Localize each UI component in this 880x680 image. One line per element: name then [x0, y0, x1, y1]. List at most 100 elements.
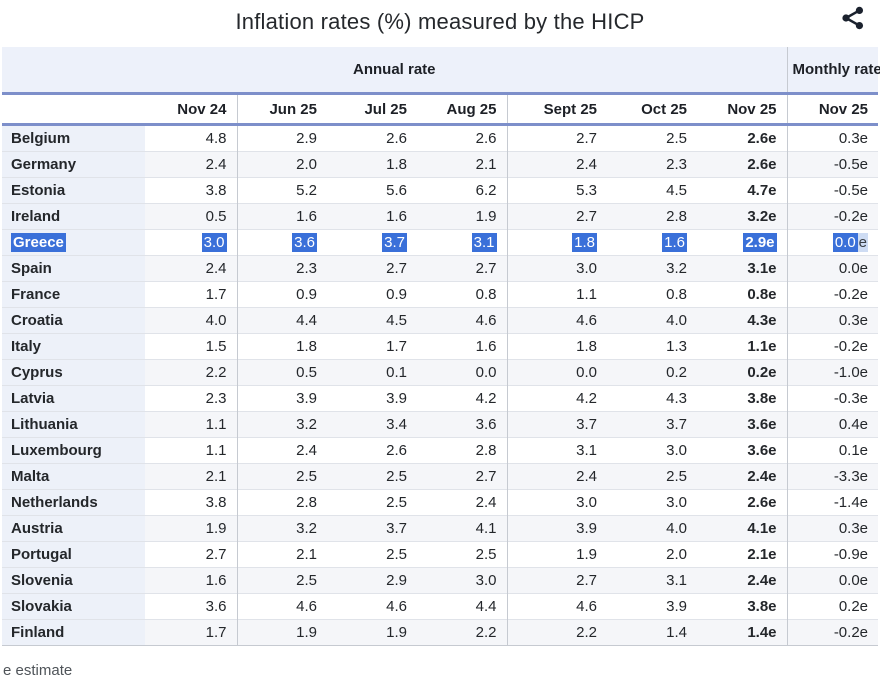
annual-value-cell: 0.5 — [145, 203, 237, 230]
annual-value-cell: 5.2 — [236, 177, 327, 204]
annual-value-cell: 2.3 — [607, 151, 697, 178]
annual-value-cell: 3.8 — [145, 489, 237, 516]
cell-value: 2.3 — [296, 260, 317, 277]
cell-value: -0.5e — [833, 182, 869, 199]
annual-value-cell: 2.2 — [506, 619, 607, 646]
cell-value: 2.7 — [386, 260, 407, 277]
annual-value-cell: 4.0 — [607, 307, 697, 334]
cell-value: 4.6 — [576, 312, 597, 329]
annual-value-cell: 1.9 — [236, 619, 327, 646]
annual-value-cell: 1.6 — [236, 203, 327, 230]
annual-value-cell: 0.9 — [327, 281, 417, 308]
annual-value-cell: 3.0 — [417, 567, 507, 594]
annual-value-cell: 2.7 — [506, 567, 607, 594]
cell-value: 2.6 — [475, 130, 497, 147]
cell-value: 2.8 — [296, 494, 317, 511]
country-cell: Italy — [2, 333, 145, 360]
country-cell: Greece — [2, 229, 145, 256]
annual-value-cell: 2.8 — [417, 437, 507, 464]
monthly-value-cell: 0.3e — [786, 124, 879, 152]
annual-value-cell: 3.9 — [607, 593, 697, 620]
annual-value-cell: 2.4 — [506, 463, 607, 490]
country-cell: Germany — [2, 151, 145, 178]
cell-value: 3.4 — [386, 416, 407, 433]
cell-value: 3.9 — [296, 390, 317, 407]
annual-estimate-cell: 3.8e — [697, 593, 788, 620]
table-row: Portugal 2.7 2.1 2.5 2.5 1.9 2.0 2.1e -0.9e — [2, 541, 879, 568]
annual-value-cell: 3.9 — [236, 385, 327, 412]
cell-value: 3.0 — [201, 233, 227, 252]
cell-value: 4.6 — [576, 598, 597, 615]
annual-value-cell: 2.5 — [236, 567, 327, 594]
cell-value: 0.5 — [205, 208, 227, 225]
cell-value: 1.8 — [296, 338, 317, 355]
annual-estimate-cell: 2.9e — [697, 229, 788, 256]
annual-value-cell: 3.9 — [327, 385, 417, 412]
cell-value: 3.8e — [747, 390, 777, 407]
cell-value: 2.5 — [386, 468, 407, 485]
annual-value-cell: 3.6 — [145, 593, 237, 620]
cell-value: 1.1e — [747, 338, 777, 355]
annual-value-cell: 2.7 — [506, 203, 607, 230]
cell-value: 1.6 — [475, 338, 497, 355]
cell-value: -3.3e — [833, 468, 869, 485]
annual-estimate-cell: 4.7e — [697, 177, 788, 204]
annual-value-cell: 3.9 — [506, 515, 607, 542]
cell-value: 1.1 — [205, 442, 227, 459]
annual-value-cell: 2.7 — [417, 463, 507, 490]
annual-estimate-cell: 3.8e — [697, 385, 788, 412]
annual-value-cell: 1.6 — [145, 567, 237, 594]
annual-value-cell: 2.4 — [145, 151, 237, 178]
cell-value: 1.9 — [576, 546, 597, 563]
annual-value-cell: 4.5 — [327, 307, 417, 334]
cell-value: 3.8 — [205, 494, 227, 511]
country-label: Slovenia — [11, 572, 73, 589]
annual-value-cell: 2.2 — [145, 359, 237, 386]
cell-value: -1.4e — [833, 494, 869, 511]
annual-value-cell: 2.2 — [417, 619, 507, 646]
annual-value-cell: 0.0 — [417, 359, 507, 386]
annual-value-cell: 4.0 — [145, 307, 237, 334]
cell-value: 1.5 — [205, 338, 227, 355]
cell-value: 4.2 — [576, 390, 597, 407]
annual-value-cell: 1.9 — [417, 203, 507, 230]
cell-value: 6.2 — [475, 182, 497, 199]
annual-value-cell: 1.6 — [607, 229, 697, 256]
share-icon-glyph — [842, 6, 864, 30]
cell-value: 2.8 — [475, 442, 497, 459]
annual-value-cell: 3.0 — [145, 229, 237, 256]
annual-value-cell: 3.7 — [327, 229, 417, 256]
annual-value-cell: 2.0 — [607, 541, 697, 568]
cell-value: 2.6e — [747, 156, 777, 173]
country-label: Estonia — [11, 182, 66, 199]
annual-value-cell: 2.1 — [145, 463, 237, 490]
annual-value-cell: 2.9 — [236, 124, 327, 152]
annual-value-cell: 1.3 — [607, 333, 697, 360]
cell-value: 3.7 — [382, 233, 407, 252]
table-row: Slovakia 3.6 4.6 4.6 4.4 4.6 3.9 3.8e 0.2e — [2, 593, 879, 620]
cell-value: 3.9 — [386, 390, 407, 407]
cell-value: 2.3 — [205, 390, 227, 407]
cell-value: 2.6e — [747, 130, 777, 147]
annual-value-cell: 1.4 — [607, 619, 697, 646]
cell-value: 3.8e — [747, 598, 777, 615]
cell-value: 5.6 — [386, 182, 407, 199]
country-cell: Croatia — [2, 307, 145, 334]
annual-value-cell: 2.6 — [417, 124, 507, 152]
cell-value: 0.0 — [475, 364, 497, 381]
cell-value: 2.6 — [386, 442, 407, 459]
cell-value: 4.3 — [666, 390, 687, 407]
annual-value-cell: 2.4 — [145, 255, 237, 282]
annual-value-cell: 5.3 — [506, 177, 607, 204]
share-icon[interactable] — [839, 4, 867, 32]
cell-value: 3.0 — [576, 494, 597, 511]
cell-value: 3.1 — [576, 442, 597, 459]
annual-value-cell: 1.5 — [145, 333, 237, 360]
annual-value-cell: 3.8 — [145, 177, 237, 204]
annual-estimate-cell: 3.2e — [697, 203, 788, 230]
annual-value-cell: 1.8 — [506, 333, 607, 360]
column-header-row: Nov 24 Jun 25 Jul 25 Aug 25 Sept 25 Oct 25 Nov… — [2, 93, 879, 126]
annual-value-cell: 1.8 — [236, 333, 327, 360]
cell-value: 2.7 — [576, 130, 597, 147]
